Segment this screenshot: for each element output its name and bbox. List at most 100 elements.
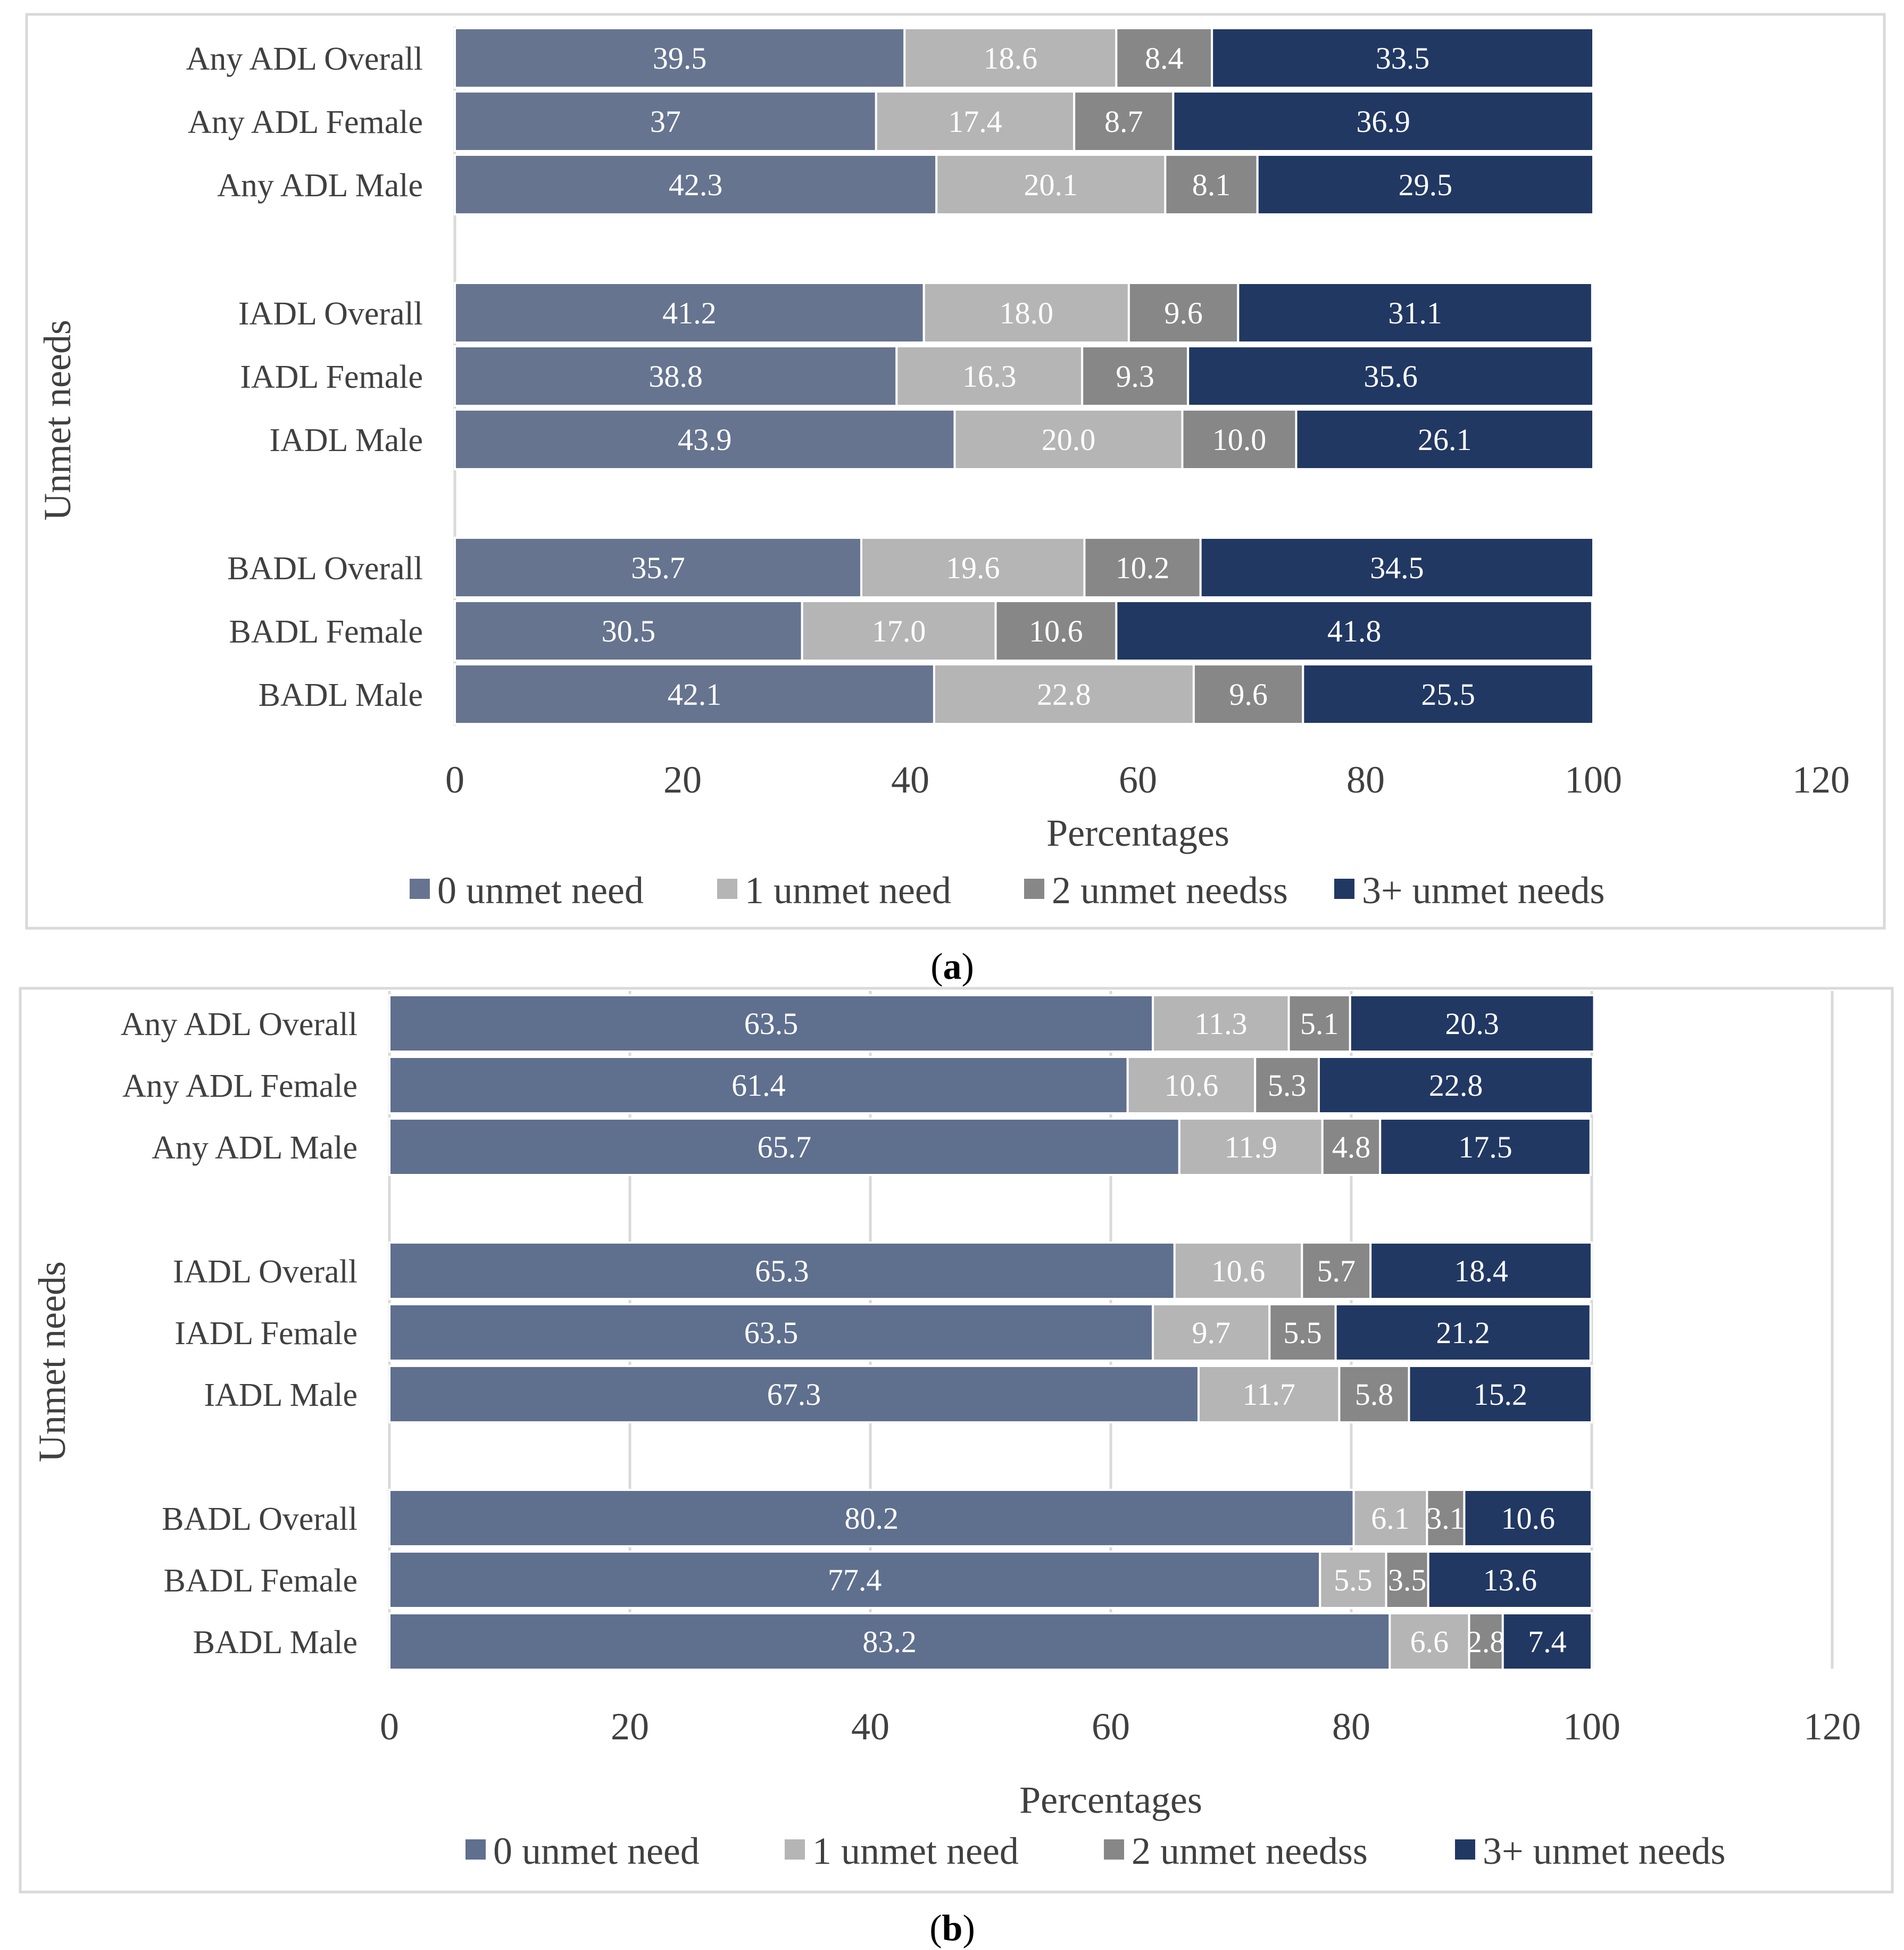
- panel-a-x-tick-label-100: 100: [1565, 759, 1622, 801]
- panel-b-legend-swatch-0-unmet-need[interactable]: [465, 1839, 486, 1860]
- panel-b-y-axis-title: Unmet needs: [31, 1261, 73, 1462]
- panel-a-bar-badl-male-0-unmet-need: [454, 663, 935, 725]
- panel-a-data-label-any-adl-overall-3-unmet-needs: 33.5: [1376, 41, 1430, 76]
- panel-a-legend-label-1-unmet-need[interactable]: 1 unmet need: [745, 869, 951, 912]
- panel-b-legend-label-3-unmet-needs[interactable]: 3+ unmet needs: [1483, 1830, 1726, 1872]
- panel-b-data-label-iadl-male-3-unmet-needs: 15.2: [1473, 1377, 1527, 1412]
- panel-b-legend-swatch-3-unmet-needs[interactable]: [1455, 1839, 1475, 1860]
- panel-a-legend-label-0-unmet-need[interactable]: 0 unmet need: [437, 869, 644, 912]
- panel-a-bar-badl-overall-3-unmet-needs: [1199, 537, 1594, 598]
- panel-b-bar-any-adl-female-0-unmet-need: [388, 1056, 1129, 1114]
- panel-a-data-label-iadl-overall-2-unmet-needss: 9.6: [1164, 296, 1203, 330]
- panel-b-bar-badl-overall-0-unmet-need: [388, 1489, 1355, 1547]
- panel-b-x-tick-label-60: 60: [1092, 1705, 1130, 1748]
- panel-a-data-label-any-adl-overall-0-unmet-need: 39.5: [653, 41, 707, 76]
- panel-a-data-label-badl-female-2-unmet-needss: 10.6: [1029, 614, 1083, 648]
- panel-b-bar-iadl-female-2-unmet-needss: [1268, 1303, 1337, 1362]
- panel-b-bar-iadl-overall-2-unmet-needss: [1301, 1241, 1372, 1300]
- panel-b-x-tick-label-40: 40: [851, 1705, 889, 1748]
- panel-a-legend-label-2-unmet-needss[interactable]: 2 unmet needss: [1052, 869, 1288, 912]
- panel-b-data-label-any-adl-overall-3-unmet-needs: 20.3: [1445, 1006, 1499, 1041]
- panel-b-category-label-any-adl-female: Any ADL Female: [122, 1068, 357, 1104]
- panel-b-bar-iadl-female-0-unmet-need: [388, 1303, 1154, 1362]
- panel-a-category-label-any-adl-female: Any ADL Female: [188, 104, 423, 140]
- panel-a-data-label-badl-overall-0-unmet-need: 35.7: [631, 551, 685, 585]
- panel-b-data-label-iadl-overall-0-unmet-need: 65.3: [755, 1254, 809, 1288]
- panel-a-bar-badl-female-3-unmet-needs: [1115, 600, 1593, 662]
- panel-a-x-tick-label-80: 80: [1346, 759, 1385, 801]
- panel-b-x-tick-label-120: 120: [1803, 1705, 1861, 1748]
- panel-b-data-label-any-adl-overall-1-unmet-need: 11.3: [1194, 1006, 1247, 1041]
- panel-b-category-label-iadl-female: IADL Female: [174, 1315, 357, 1352]
- panel-a-legend-label-3-unmet-needs[interactable]: 3+ unmet needs: [1362, 869, 1605, 912]
- panel-a-category-label-any-adl-male: Any ADL Male: [217, 168, 423, 204]
- panel-b-data-label-iadl-overall-2-unmet-needss: 5.7: [1317, 1254, 1356, 1288]
- panel-b-data-label-badl-female-3-unmet-needs: 13.6: [1483, 1563, 1537, 1597]
- panel-a-category-label-badl-overall: BADL Overall: [227, 551, 423, 587]
- panel-a-data-label-badl-female-3-unmet-needs: 41.8: [1327, 614, 1382, 648]
- panel-a-caption-label: (a): [930, 946, 974, 987]
- panel-b-category-label-any-adl-male: Any ADL Male: [152, 1130, 357, 1166]
- panel-b-legend-label-0-unmet-need[interactable]: 0 unmet need: [493, 1830, 700, 1872]
- panel-a-legend-swatch-0-unmet-need[interactable]: [410, 879, 430, 899]
- panel-b-bar-iadl-male-2-unmet-needss: [1338, 1365, 1410, 1423]
- panel-b-legend-swatch-1-unmet-need[interactable]: [785, 1839, 805, 1860]
- panel-b-data-label-iadl-female-3-unmet-needs: 21.2: [1436, 1315, 1490, 1350]
- panel-a-bar-any-adl-female-0-unmet-need: [454, 90, 877, 152]
- panel-a-data-label-iadl-overall-1-unmet-need: 18.0: [1000, 296, 1054, 330]
- panel-a-x-tick-label-60: 60: [1119, 759, 1157, 801]
- panel-b-data-label-any-adl-overall-2-unmet-needss: 5.1: [1300, 1006, 1339, 1041]
- panel-b-legend-label-2-unmet-needss[interactable]: 2 unmet needss: [1132, 1830, 1368, 1872]
- panel-a-category-label-badl-male: BADL Male: [259, 677, 423, 713]
- panel-b-x-tick-label-100: 100: [1563, 1705, 1620, 1748]
- panel-a-data-label-any-adl-male-1-unmet-need: 20.1: [1024, 168, 1078, 202]
- panel-b-data-label-badl-overall-3-unmet-needs: 10.6: [1501, 1501, 1555, 1536]
- panel-a-bar-iadl-male-1-unmet-need: [953, 409, 1184, 470]
- panel-a-data-label-badl-male-2-unmet-needss: 9.6: [1229, 677, 1268, 712]
- panel-a-category-label-badl-female: BADL Female: [229, 614, 423, 650]
- panel-b-data-label-badl-male-3-unmet-needs: 7.4: [1528, 1624, 1567, 1659]
- panel-b-bar-badl-male-0-unmet-need: [388, 1612, 1391, 1671]
- panel-b-data-label-any-adl-female-0-unmet-need: 61.4: [731, 1068, 786, 1103]
- panel-b-data-label-iadl-male-0-unmet-need: 67.3: [767, 1377, 821, 1412]
- panel-b-data-label-badl-female-2-unmet-needss: 3.5: [1388, 1563, 1427, 1597]
- panel-a-data-label-any-adl-overall-1-unmet-need: 18.6: [984, 41, 1038, 76]
- panel-b-data-label-any-adl-male-0-unmet-need: 65.7: [758, 1130, 812, 1164]
- panel-a-bar-any-adl-overall-0-unmet-need: [454, 27, 906, 89]
- panel-a-bar-badl-male-1-unmet-need: [933, 663, 1195, 725]
- panel-a-category-label-iadl-female: IADL Female: [240, 359, 423, 395]
- panel-b-bar-iadl-male-3-unmet-needs: [1408, 1365, 1593, 1423]
- panel-b-bar-badl-male-3-unmet-needs: [1501, 1612, 1593, 1671]
- panel-b-data-label-badl-female-0-unmet-need: 77.4: [828, 1563, 882, 1597]
- panel-a-bar-iadl-female-0-unmet-need: [454, 345, 898, 407]
- panel-a-bar-iadl-male-2-unmet-needss: [1181, 409, 1298, 470]
- panel-a-data-label-badl-overall-3-unmet-needs: 34.5: [1370, 551, 1424, 585]
- panel-a-data-label-any-adl-female-3-unmet-needs: 36.9: [1356, 104, 1410, 139]
- panel-b-data-label-any-adl-male-2-unmet-needss: 4.8: [1332, 1130, 1371, 1164]
- panel-b-data-label-iadl-female-0-unmet-need: 63.5: [744, 1315, 799, 1350]
- panel-b-legend-label-1-unmet-need[interactable]: 1 unmet need: [812, 1830, 1019, 1872]
- panel-b-data-label-badl-male-1-unmet-need: 6.6: [1410, 1624, 1449, 1659]
- panel-b-bar-badl-female-3-unmet-needs: [1427, 1551, 1593, 1609]
- panel-b-bar-iadl-overall-3-unmet-needs: [1369, 1241, 1593, 1300]
- panel-a-bar-badl-overall-0-unmet-need: [454, 537, 862, 598]
- panel-a-bar-any-adl-overall-1-unmet-need: [903, 27, 1118, 89]
- panel-a-legend-swatch-2-unmet-needss[interactable]: [1024, 879, 1044, 899]
- panel-a-legend-swatch-1-unmet-need[interactable]: [717, 879, 737, 899]
- panel-b-bar-any-adl-male-3-unmet-needs: [1379, 1118, 1592, 1176]
- panel-b-legend-swatch-2-unmet-needss[interactable]: [1104, 1839, 1124, 1860]
- panel-b-category-label-badl-female: BADL Female: [164, 1563, 357, 1599]
- panel-a-data-label-iadl-female-1-unmet-need: 16.3: [962, 359, 1017, 394]
- panel-b-category-label-iadl-male: IADL Male: [204, 1377, 357, 1413]
- panel-a-data-label-any-adl-overall-2-unmet-needss: 8.4: [1145, 41, 1184, 76]
- panel-a-bar-iadl-overall-0-unmet-need: [454, 282, 925, 344]
- panel-a-bar-iadl-overall-2-unmet-needss: [1127, 282, 1240, 344]
- panel-a-legend-swatch-3-unmet-needs[interactable]: [1334, 879, 1354, 899]
- panel-a-data-label-any-adl-male-2-unmet-needss: 8.1: [1192, 168, 1231, 202]
- panel-a-bar-iadl-female-3-unmet-needs: [1187, 345, 1594, 407]
- panel-b-category-label-iadl-overall: IADL Overall: [173, 1254, 357, 1290]
- panel-a-bar-badl-female-2-unmet-needss: [994, 600, 1118, 662]
- panel-b-x-tick-label-80: 80: [1332, 1705, 1370, 1748]
- panel-b-data-label-badl-overall-2-unmet-needss: 3.1: [1426, 1501, 1465, 1536]
- panel-a-bar-iadl-male-3-unmet-needs: [1295, 409, 1594, 470]
